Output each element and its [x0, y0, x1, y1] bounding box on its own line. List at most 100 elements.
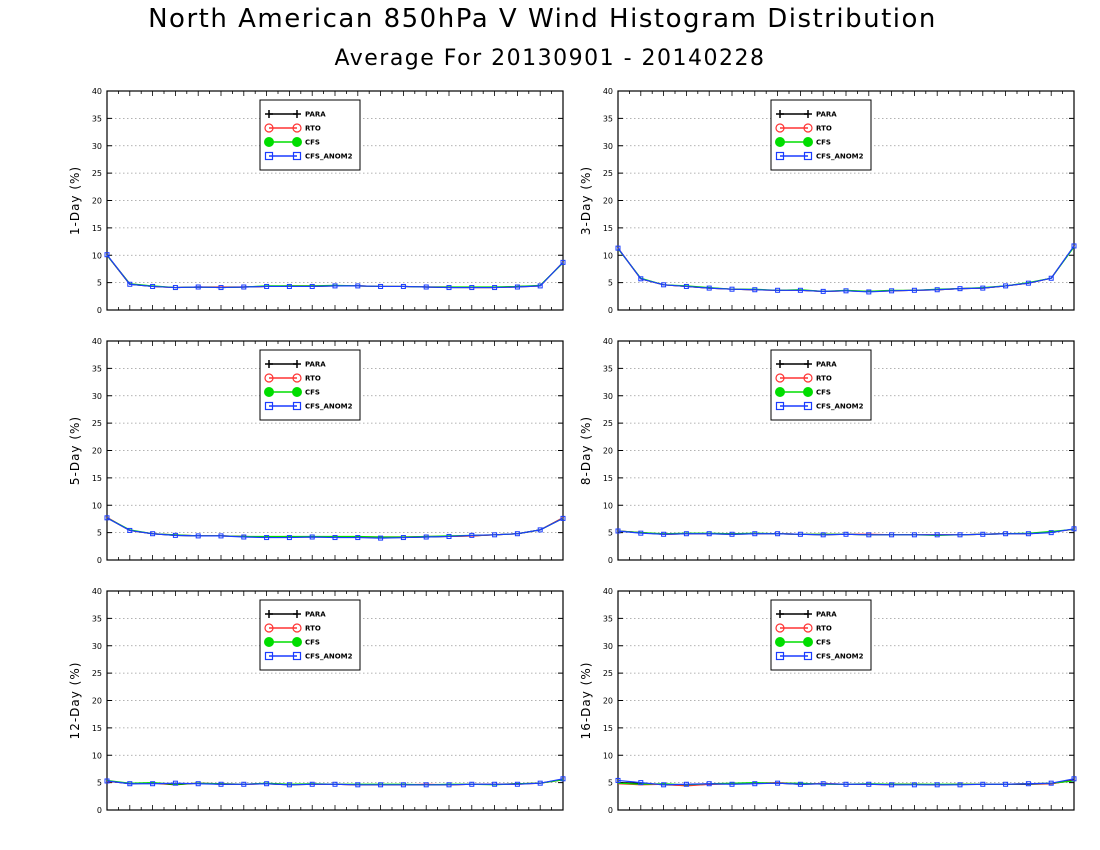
- y-axis-label: 3-Day (%): [579, 166, 593, 235]
- point-cfs-anom2: [1003, 283, 1009, 289]
- point-cfs-anom2: [775, 651, 785, 661]
- point-cfs: [803, 387, 813, 397]
- y-tick-label: 40: [603, 337, 613, 346]
- point-cfs-anom2: [843, 531, 849, 537]
- point-rto: [775, 123, 785, 133]
- y-tick-label: 15: [603, 224, 613, 233]
- point-cfs-anom2: [638, 276, 644, 282]
- point-cfs-anom2: [492, 532, 498, 538]
- point-cfs-anom2: [615, 528, 621, 534]
- series-line-cfs-anom2: [106, 778, 564, 786]
- panel-12-day: 0 5 10 15 20 25 30 35 40 12-Day (%) PARA RTO CFS CFS_…: [68, 587, 566, 815]
- plot-frame: [617, 340, 1075, 561]
- point-cfs-anom2: [560, 259, 566, 265]
- point-para: [293, 610, 301, 618]
- point-cfs-anom2: [866, 532, 872, 538]
- point-cfs-anom2: [843, 288, 849, 294]
- point-cfs-anom2: [104, 515, 110, 521]
- point-cfs-anom2: [127, 781, 133, 787]
- legend-label: CFS: [305, 139, 320, 147]
- point-cfs-anom2: [775, 287, 781, 293]
- legend: PARA RTO CFS CFS_ANOM2: [770, 349, 872, 421]
- plot-frame: [617, 590, 1075, 811]
- point-cfs-anom2: [172, 532, 178, 538]
- legend-box: [259, 599, 361, 671]
- legend-label: PARA: [305, 611, 326, 619]
- point-cfs-anom2: [469, 285, 475, 291]
- point-cfs-anom2: [264, 535, 270, 541]
- series-cfs-anom2: [615, 243, 1077, 295]
- legend-label: CFS_ANOM2: [305, 153, 353, 161]
- legend-item-cfs-anom2: CFS_ANOM2: [264, 651, 353, 661]
- point-rto: [775, 373, 785, 383]
- legend-item-para: PARA: [265, 360, 326, 369]
- point-cfs-anom2: [1025, 781, 1031, 787]
- point-cfs-anom2: [866, 289, 872, 295]
- point-cfs-anom2: [492, 285, 498, 291]
- point-cfs-anom2: [514, 284, 520, 290]
- y-tick-label: 35: [92, 614, 102, 623]
- point-cfs: [803, 137, 813, 147]
- plot-frame: [106, 90, 564, 311]
- legend-item-rto: RTO: [264, 373, 321, 383]
- y-tick-label: 40: [92, 87, 102, 96]
- point-cfs-anom2: [615, 245, 621, 251]
- legend-item-cfs-anom2: CFS_ANOM2: [775, 651, 864, 661]
- legend-box: [259, 99, 361, 171]
- legend-label: RTO: [305, 625, 321, 633]
- legend-label: CFS: [305, 389, 320, 397]
- point-rto: [264, 123, 274, 133]
- point-cfs-anom2: [1003, 781, 1009, 787]
- point-cfs-anom2: [1048, 275, 1054, 281]
- point-cfs-anom2: [423, 782, 429, 788]
- point-cfs-anom2: [560, 515, 566, 521]
- panel-3-day: 0 5 10 15 20 25 30 35 40 3-Day (%) PARA RTO CFS CFS_A…: [579, 87, 1077, 315]
- point-cfs-anom2: [172, 285, 178, 291]
- series-cfs-anom2: [615, 526, 1077, 538]
- y-tick-label: 10: [92, 501, 102, 510]
- point-cfs: [775, 387, 785, 397]
- point-rto: [264, 623, 274, 633]
- point-cfs-anom2: [820, 532, 826, 538]
- series-line-cfs-anom2: [617, 778, 1075, 786]
- point-cfs-anom2: [797, 781, 803, 787]
- point-cfs-anom2: [127, 527, 133, 533]
- y-tick-label: 10: [92, 751, 102, 760]
- series-line-cfs-anom2: [617, 245, 1075, 293]
- point-cfs-anom2: [957, 532, 963, 538]
- series-line-cfs-anom2: [106, 254, 564, 289]
- point-para: [776, 360, 784, 368]
- y-axis-label: 16-Day (%): [579, 662, 593, 740]
- y-tick-label: 20: [92, 447, 102, 456]
- point-cfs-anom2: [1048, 780, 1054, 786]
- series-cfs-anom2: [104, 515, 566, 541]
- y-tick-label: 40: [603, 587, 613, 596]
- legend-item-para: PARA: [776, 610, 837, 619]
- point-cfs-anom2: [797, 287, 803, 293]
- point-cfs-anom2: [104, 778, 110, 784]
- y-tick-label: 15: [603, 724, 613, 733]
- plot-frame: [106, 590, 564, 811]
- point-cfs-anom2: [292, 651, 302, 661]
- point-cfs-anom2: [514, 781, 520, 787]
- y-axis-label: 5-Day (%): [68, 416, 82, 485]
- series-cfs: [106, 517, 564, 538]
- point-cfs-anom2: [537, 780, 543, 786]
- y-tick-label: 10: [603, 251, 613, 260]
- point-cfs-anom2: [423, 534, 429, 540]
- series-cfs-anom2: [615, 776, 1077, 788]
- legend-label: PARA: [305, 111, 326, 119]
- y-tick-label: 40: [92, 587, 102, 596]
- point-cfs: [292, 387, 302, 397]
- y-tick-label: 30: [603, 392, 613, 401]
- point-cfs-anom2: [195, 781, 201, 787]
- point-cfs-anom2: [934, 532, 940, 538]
- point-cfs-anom2: [729, 781, 735, 787]
- point-cfs-anom2: [911, 782, 917, 788]
- legend-item-para: PARA: [265, 110, 326, 119]
- legend-label: PARA: [305, 361, 326, 369]
- legend-item-para: PARA: [265, 610, 326, 619]
- point-cfs-anom2: [309, 283, 315, 289]
- point-cfs-anom2: [286, 535, 292, 541]
